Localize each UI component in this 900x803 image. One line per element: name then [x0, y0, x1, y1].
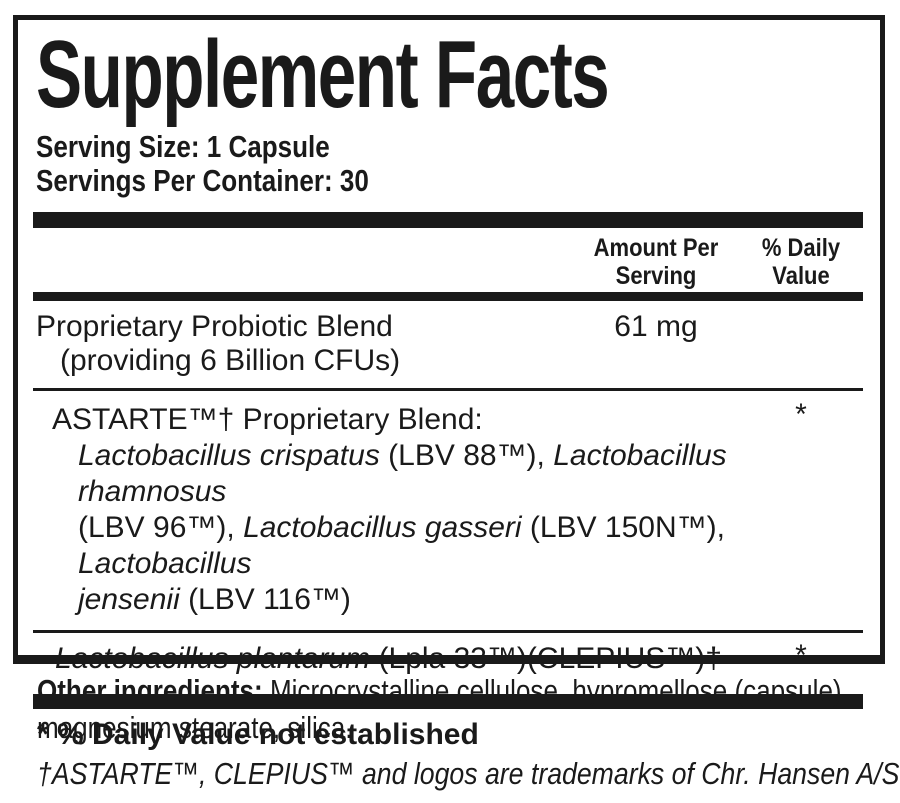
thin-rule-1: [33, 387, 863, 391]
label-footer: Other ingredients: Microcrystalline cell…: [37, 672, 900, 792]
column-header-percent-daily-value: % Daily Value: [748, 234, 854, 290]
amount-per-label: Amount Per: [593, 233, 719, 262]
astarte-species-line-2: (LBV 96™), Lactobacillus gasseri (LBV 15…: [78, 510, 863, 582]
column-header-row: Amount Per Serving % Daily Value: [33, 228, 863, 292]
row-lactobacillus-plantarum: Lactobacillus plantarum (Lpla 33™)(CLEPI…: [33, 633, 863, 686]
serving-size-line: Serving Size: 1 Capsule: [33, 128, 863, 164]
panel-title: Supplement Facts: [36, 21, 610, 128]
servings-per-container-line: Servings Per Container: 30: [33, 162, 863, 198]
servings-per-container-text: Servings Per Container: 30: [36, 162, 369, 198]
daily-value-asterisk: *: [795, 397, 807, 431]
other-ingredients-text-1: Microcrystalline cellulose, hypromellose…: [262, 673, 849, 708]
species-name: Lactobacillus: [78, 546, 252, 580]
daily-value-footnote: * % Daily Value not established: [37, 717, 479, 751]
astarte-species-line-3: jensenii (LBV 116™): [78, 582, 863, 618]
serving-label: Serving: [615, 261, 697, 290]
other-ingredients-line-1: Other ingredients: Microcrystalline cell…: [37, 672, 849, 709]
species-name: jensenii: [78, 582, 180, 616]
trademark-note: †ASTARTE™, CLEPIUS™ and logos are tradem…: [37, 756, 900, 791]
medium-rule-under-headers: [33, 291, 863, 301]
astarte-species-list: Lactobacillus crispatus (LBV 88™), Lacto…: [78, 438, 863, 618]
other-ingredients-label: Other ingredients:: [37, 673, 263, 708]
percent-daily-label: % Daily: [761, 233, 841, 262]
ingredient-name: Proprietary Probiotic Blend: [36, 309, 393, 343]
thick-rule-bottom: [33, 693, 863, 709]
astarte-heading: ASTARTE™† Proprietary Blend:: [52, 402, 483, 436]
value-label: Value: [772, 261, 830, 290]
row-astarte-blend: ASTARTE™† Proprietary Blend: Lactobacill…: [33, 391, 863, 630]
strain-name: (Lpla 33™)(CLEPIUS™)†: [370, 641, 722, 675]
strain-name: (LBV 116™): [179, 582, 351, 616]
supplement-facts-panel: Supplement Facts Serving Size: 1 Capsule…: [13, 15, 885, 751]
strain-name: (LBV 150N™),: [521, 510, 725, 544]
panel-inner: Supplement Facts Serving Size: 1 Capsule…: [18, 20, 880, 752]
strain-name: (LBV 96™),: [78, 510, 244, 544]
serving-size-text: Serving Size: 1 Capsule: [36, 128, 330, 164]
row-proprietary-probiotic-blend: Proprietary Probiotic Blend (providing 6…: [33, 301, 863, 388]
species-name: Lactobacillus crispatus: [78, 438, 380, 472]
species-name: Lactobacillus gasseri: [243, 510, 522, 544]
amount-value: 61 mg: [614, 309, 698, 343]
species-name: Lactobacillus plantarum: [55, 641, 371, 675]
daily-value-asterisk: *: [795, 638, 807, 672]
thin-rule-2: [33, 629, 863, 633]
astarte-species-line-1: Lactobacillus crispatus (LBV 88™), Lacto…: [78, 438, 863, 510]
serving-info: Serving Size: 1 Capsule Servings Per Con…: [33, 128, 863, 198]
species-name: Lactobacillus rhamnosus: [78, 438, 727, 508]
thick-rule-top: [33, 211, 863, 228]
ingredient-detail: (providing 6 Billion CFUs): [60, 343, 401, 377]
column-header-amount-per-serving: Amount Per Serving: [586, 234, 727, 290]
other-ingredients-line-2: magnesium stearate, silica.: [37, 710, 353, 745]
strain-name: (LBV 88™),: [379, 438, 554, 472]
